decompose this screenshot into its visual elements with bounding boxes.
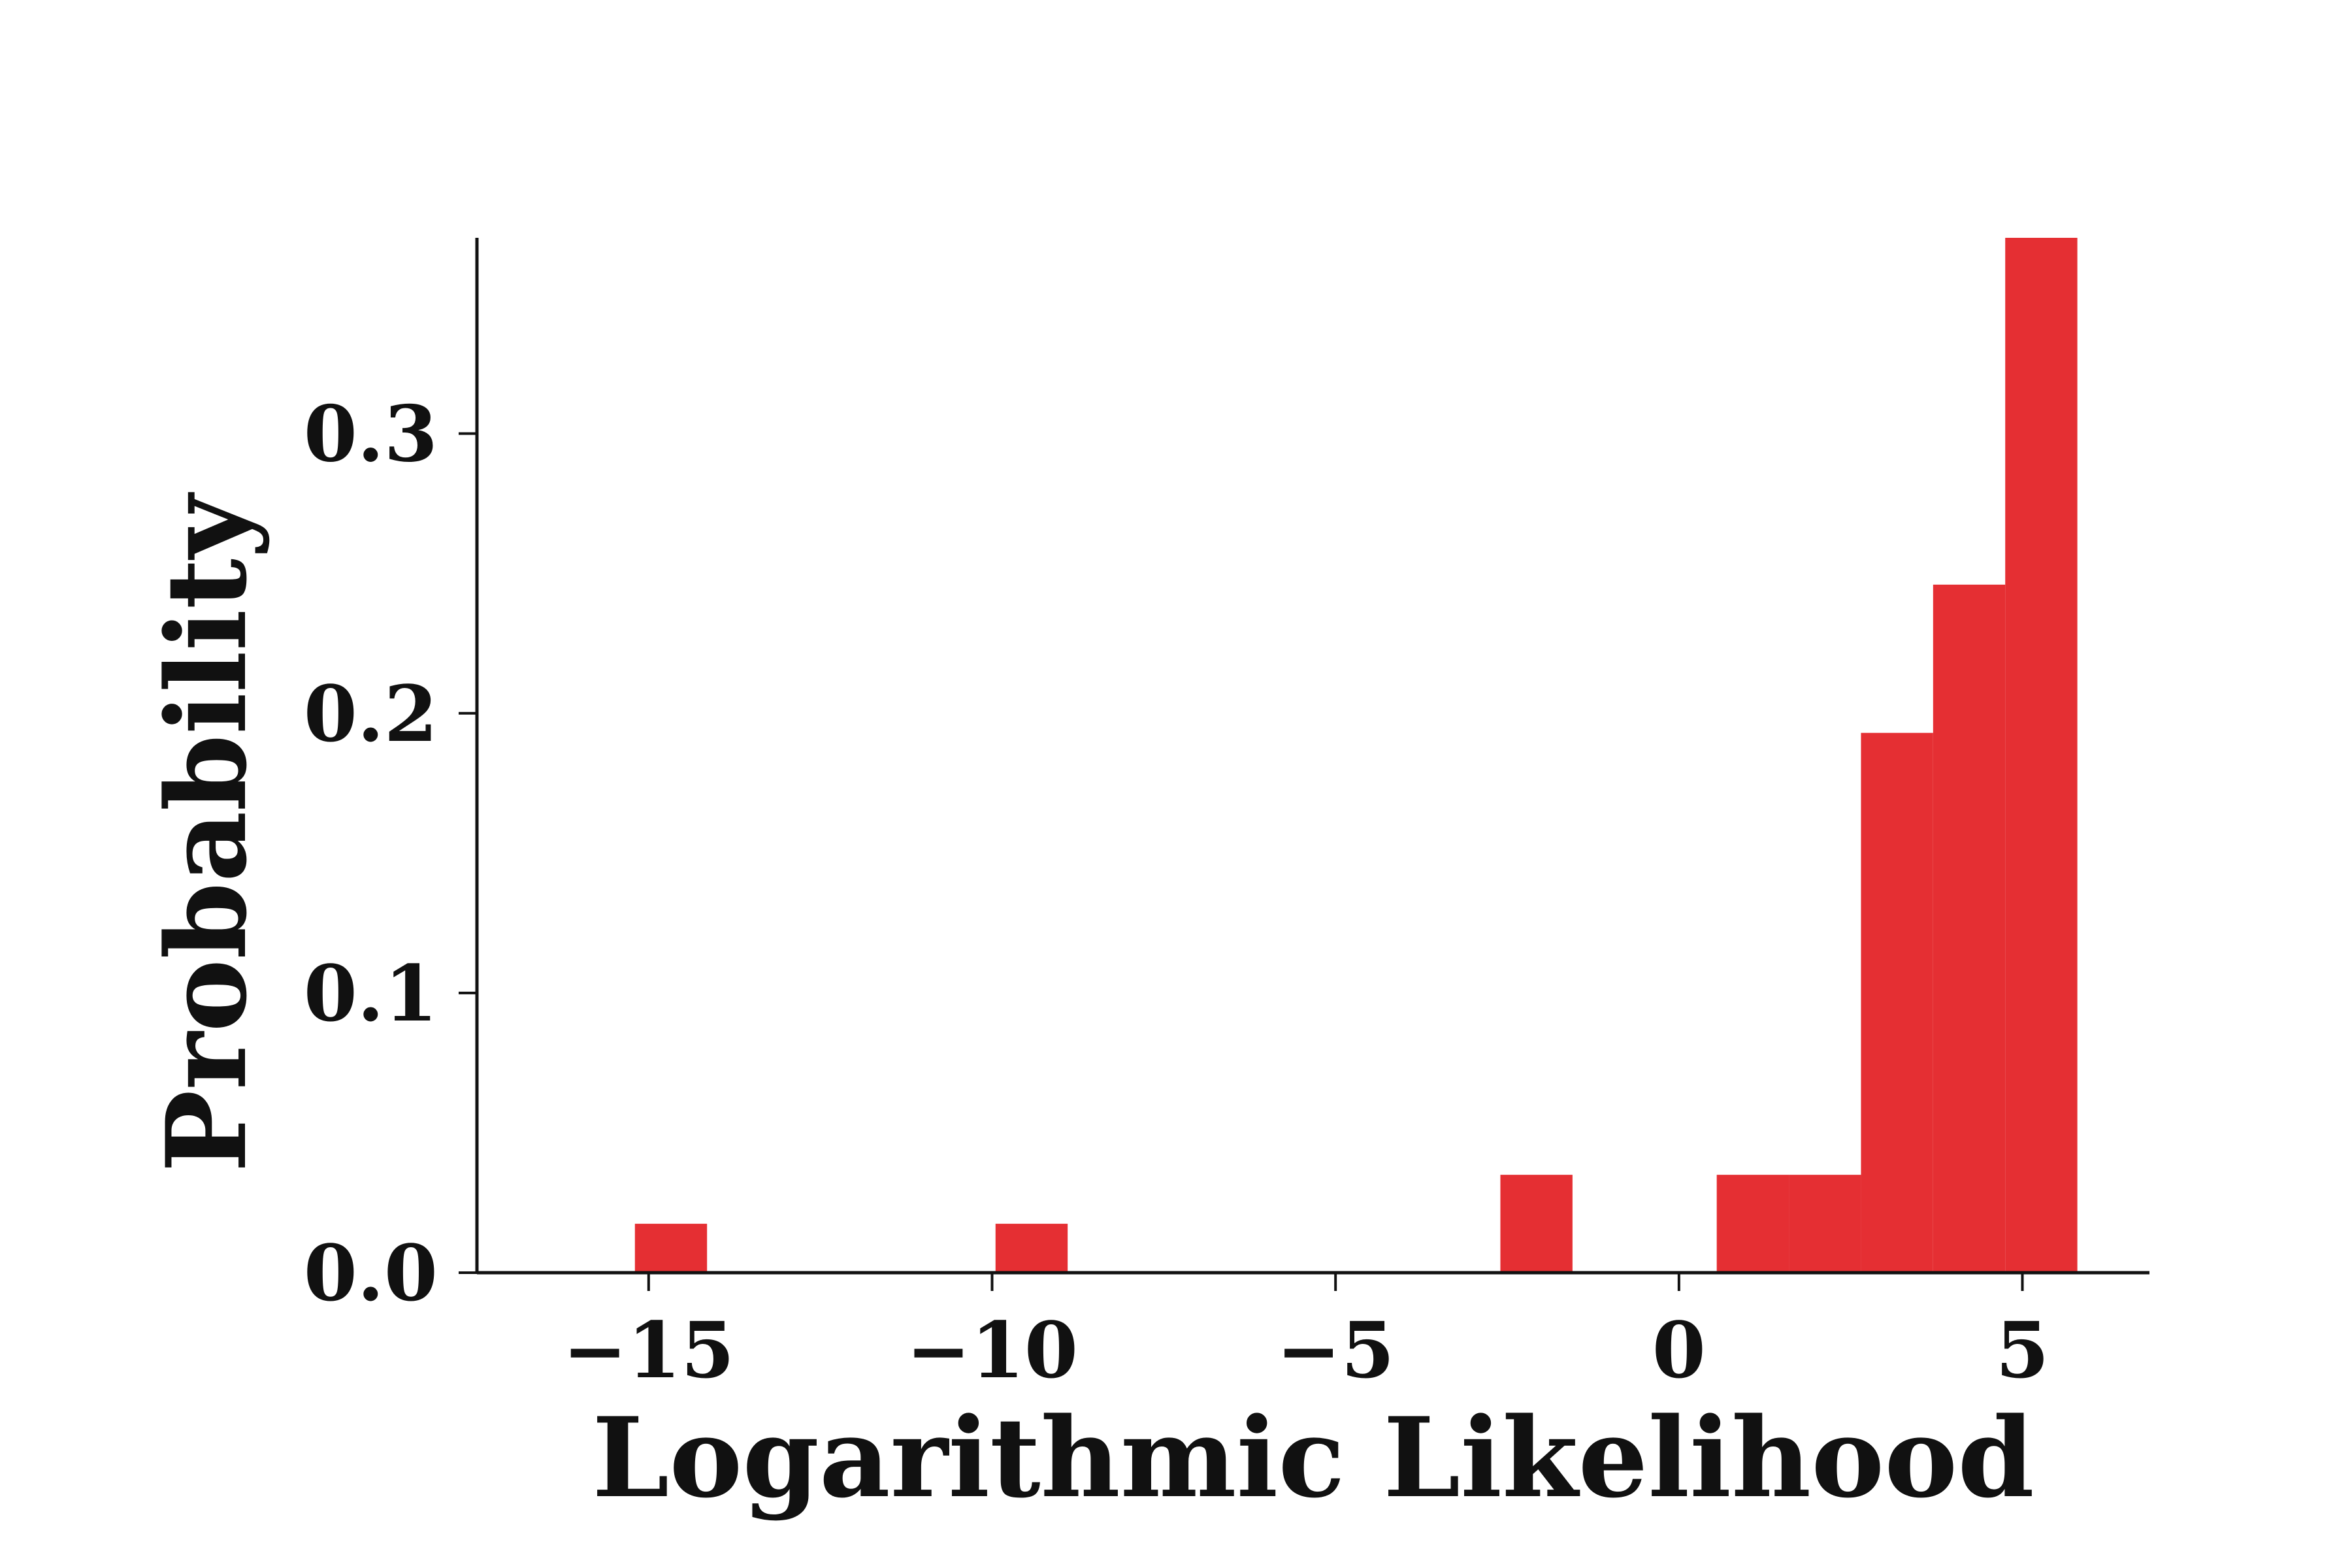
x-tick-label-1: −10: [906, 1305, 1078, 1396]
x-tick-label-0: −15: [563, 1305, 734, 1396]
x-tick-label-2: −5: [1277, 1305, 1395, 1396]
bars-layer: [634, 238, 2078, 1273]
histogram-bar-5: [1861, 732, 1933, 1273]
y-tick-label-3: 0.3: [304, 389, 438, 480]
histogram-bar-3: [1716, 1175, 1789, 1273]
histogram-bar-6: [1933, 584, 2006, 1273]
y-tick-label-0: 0.0: [304, 1228, 438, 1318]
histogram-bar-2: [1500, 1175, 1573, 1273]
y-tick-label-1: 0.1: [304, 948, 438, 1039]
x-axis-label: Logarithmic Likelihood: [592, 1393, 2034, 1522]
y-tick-label-2: 0.2: [304, 668, 438, 759]
y-ticks: 0.0 0.1 0.2 0.3: [304, 389, 477, 1318]
histogram-bar-7: [2005, 238, 2078, 1273]
x-tick-label-3: 0: [1652, 1305, 1706, 1396]
y-axis-label: Probability: [142, 492, 271, 1173]
histogram-bar-4: [1789, 1175, 1861, 1273]
x-ticks: −15 −10 −5 0 5: [563, 1273, 2050, 1396]
x-tick-label-4: 5: [1995, 1305, 2049, 1396]
histogram-bar-0: [634, 1224, 708, 1273]
histogram-bar-1: [995, 1224, 1068, 1273]
